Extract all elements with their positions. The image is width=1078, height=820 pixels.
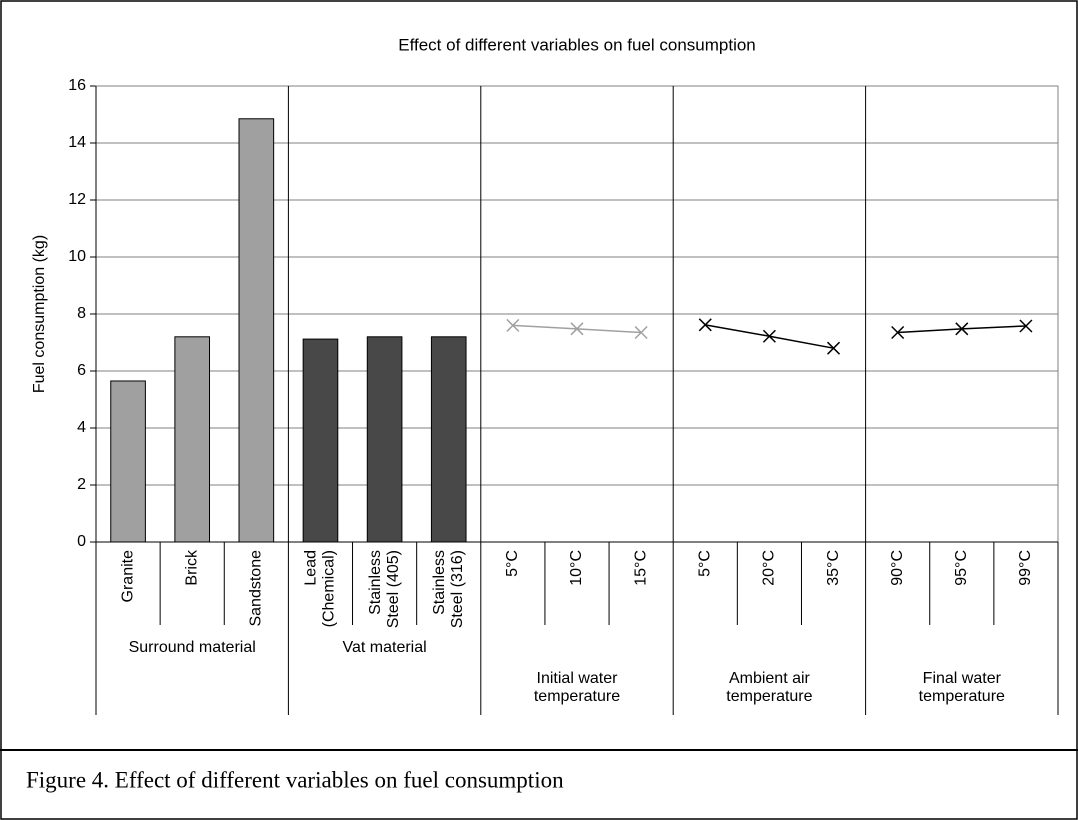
x-tick-label: 95°C	[953, 550, 970, 586]
x-tick-label-group: 20°C	[761, 550, 778, 586]
x-tick-label-group: 10°C	[568, 550, 585, 586]
y-tick-label: 14	[68, 134, 86, 151]
x-tick-label-group: Sandstone	[248, 550, 265, 627]
x-tick-label-group: 15°C	[632, 550, 649, 586]
x-tick-label: Granite	[119, 550, 136, 603]
bar	[302, 338, 339, 543]
x-tick-label: 99°C	[1017, 550, 1034, 586]
marker	[827, 341, 841, 355]
x-tick-label-group: 5°C	[504, 550, 521, 577]
marker	[955, 322, 969, 336]
x-tick-label: 90°C	[889, 550, 906, 586]
x-tick-label: Stainless	[367, 550, 384, 615]
group-label: Ambient air	[729, 670, 811, 687]
marker	[506, 318, 520, 332]
x-tick-label: 10°C	[568, 550, 585, 586]
x-tick-label-group: Brick	[183, 549, 200, 586]
x-tick-label: 20°C	[761, 550, 778, 586]
group-label: Initial water	[537, 670, 619, 687]
y-tick-label: 6	[77, 362, 86, 379]
chart-title: Effect of different variables on fuel co…	[398, 35, 756, 54]
bar	[110, 380, 146, 543]
group-label: temperature	[534, 688, 620, 705]
x-tick-label: Stainless	[431, 550, 448, 615]
y-tick-label: 4	[77, 419, 86, 436]
bar	[430, 336, 467, 543]
bar	[366, 336, 403, 543]
bar	[238, 118, 275, 543]
marker	[891, 325, 905, 340]
caption: Figure 4. Effect of different variables …	[26, 767, 564, 792]
group-label: Final water	[923, 670, 1002, 687]
x-tick-label: 5°C	[696, 550, 713, 577]
x-tick-label-group: 99°C	[1017, 550, 1034, 586]
bar	[174, 336, 211, 543]
x-tick-label: 35°C	[825, 550, 842, 586]
marker	[570, 322, 584, 336]
y-tick-label: 12	[68, 191, 86, 208]
y-tick-label: 2	[77, 476, 86, 493]
x-tick-label: 15°C	[632, 550, 649, 586]
x-tick-label-group: Granite	[119, 550, 136, 603]
x-tick-label: 5°C	[504, 550, 521, 577]
group-label: temperature	[919, 688, 1005, 705]
marker	[634, 325, 648, 340]
group-label: temperature	[726, 688, 812, 705]
group-label: Surround material	[129, 639, 256, 656]
x-tick-label: Steel (316)	[449, 550, 466, 628]
x-tick-label-group: 5°C	[696, 550, 713, 577]
marker	[1019, 319, 1033, 333]
x-tick-label-group: Stainless Steel (405)	[367, 550, 402, 628]
x-tick-label-group: Stainless Steel (316)	[431, 550, 466, 628]
x-tick-label-group: 90°C	[889, 550, 906, 586]
x-tick-label: Sandstone	[248, 550, 265, 627]
marker	[762, 329, 776, 343]
x-tick-label: (Chemical)	[321, 550, 338, 627]
x-tick-label-group: 35°C	[825, 550, 842, 586]
x-tick-label-group: Lead (Chemical)	[303, 550, 338, 627]
y-tick-label: 10	[68, 248, 86, 265]
y-tick-label: 8	[77, 305, 86, 322]
x-tick-label-group: 95°C	[953, 550, 970, 586]
x-tick-label: Brick	[183, 549, 200, 586]
y-tick-label: 16	[68, 77, 86, 94]
x-tick-label: Lead	[303, 550, 320, 586]
marker	[698, 318, 712, 332]
group-label: Vat material	[343, 639, 427, 656]
x-tick-label: Steel (405)	[385, 550, 402, 628]
y-axis-label: Fuel consumption (kg)	[31, 235, 48, 393]
y-tick-label: 0	[77, 533, 86, 550]
